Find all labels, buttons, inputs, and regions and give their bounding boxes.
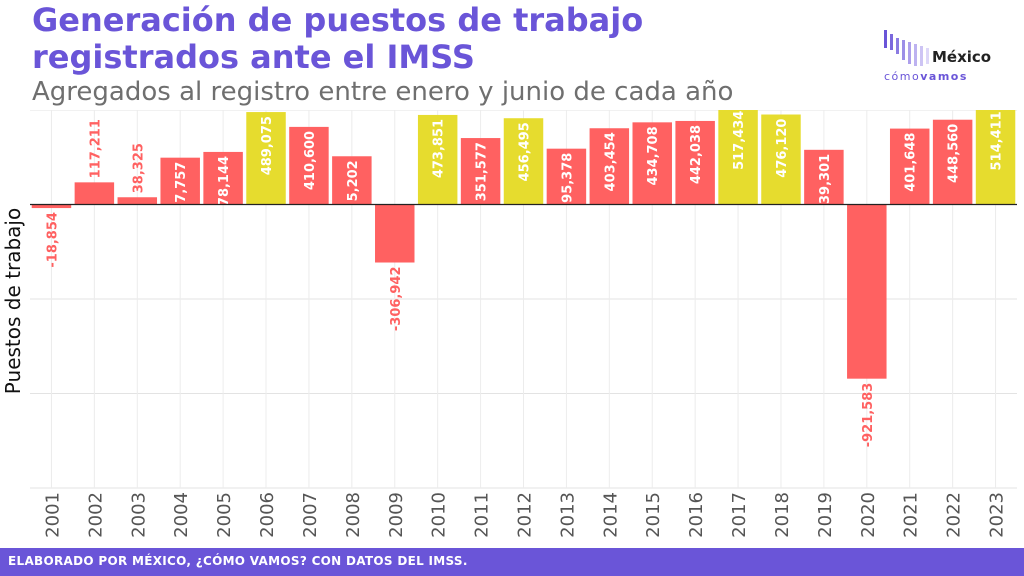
- data-label-2020: -921,583: [861, 383, 876, 448]
- data-label-2009: -306,942: [389, 267, 404, 332]
- x-tick-label-2018: 2018: [772, 492, 793, 538]
- x-tick-label-2016: 2016: [686, 492, 707, 538]
- data-label-2016: 442,038: [689, 125, 704, 184]
- data-label-2021: 401,648: [904, 133, 919, 192]
- data-label-2022: 448,560: [947, 124, 962, 183]
- x-tick-label-2008: 2008: [343, 492, 364, 538]
- x-tick-label-2001: 2001: [42, 492, 63, 538]
- data-label-2017: 517,434: [732, 111, 747, 170]
- bar-chart: -18,854 2001 117,211 2002 38,325 2003 7,757 200…: [1, 110, 1017, 538]
- bar-2018: [761, 114, 801, 205]
- x-tick-label-2015: 2015: [643, 492, 664, 538]
- data-label-2023: 514,411: [990, 111, 1005, 170]
- bar-2013: [546, 148, 587, 205]
- data-label-2008: 5,202: [346, 160, 361, 201]
- bar-2003: [117, 197, 158, 205]
- data-label-2005: 78,144: [217, 156, 232, 206]
- x-tick-label-2006: 2006: [257, 492, 278, 538]
- mexico-como-vamos-logo: México cómovamos: [880, 26, 1020, 90]
- logo-text-como: cómo: [884, 70, 921, 83]
- x-tick-label-2021: 2021: [901, 492, 922, 538]
- bar-2015: [632, 122, 672, 205]
- x-tick-label-2002: 2002: [85, 492, 106, 538]
- x-tick-label-2007: 2007: [300, 492, 321, 538]
- bar-2008: [332, 156, 372, 205]
- data-label-2018: 476,120: [775, 119, 790, 178]
- x-tick-label-2005: 2005: [214, 492, 235, 538]
- x-tick-label-2014: 2014: [600, 492, 621, 538]
- bar-2006: [246, 112, 286, 205]
- x-tick-label-2011: 2011: [472, 492, 493, 538]
- bar-2014: [589, 128, 630, 205]
- x-tick-label-2022: 2022: [944, 492, 965, 538]
- chart-title-line1: Generación de puestos de trabajo: [32, 1, 644, 39]
- data-label-2012: 456,495: [518, 122, 533, 181]
- x-tick-label-2012: 2012: [515, 492, 536, 538]
- x-tick-label-2023: 2023: [987, 492, 1008, 538]
- bar-2005: [203, 151, 243, 205]
- chart-subtitle: Agregados al registro entre enero y juni…: [32, 77, 734, 107]
- chart-title-line2: registrados ante el IMSS: [32, 38, 475, 76]
- bar-2001: [31, 204, 72, 209]
- bar-2021: [889, 128, 930, 205]
- data-label-2019: 39,301: [818, 154, 833, 204]
- bar-2022: [932, 119, 973, 205]
- footer-bar: ELABORADO POR MÉXICO, ¿CÓMO VAMOS? CON D…: [0, 548, 1024, 576]
- data-label-2003: 38,325: [131, 143, 146, 193]
- bar-2017: [718, 110, 758, 205]
- data-label-2001: -18,854: [45, 212, 60, 268]
- bar-2023: [975, 110, 1016, 205]
- x-tick-label-2013: 2013: [557, 492, 578, 538]
- y-axis-label: Puestos de trabajo: [1, 208, 25, 394]
- logo-text-como-vamos: cómovamos: [884, 70, 968, 83]
- bar-2012: [503, 118, 544, 205]
- x-tick-label-2009: 2009: [386, 492, 407, 538]
- data-label-2002: 117,211: [88, 119, 103, 178]
- bar-2019: [804, 149, 844, 205]
- data-label-2010: 473,851: [432, 119, 447, 178]
- x-tick-label-2019: 2019: [815, 492, 836, 538]
- bar-2002: [74, 182, 115, 205]
- bar-2004: [160, 157, 200, 205]
- x-tick-label-2004: 2004: [171, 492, 192, 538]
- data-label-2006: 489,075: [260, 116, 275, 175]
- bar-2020: [847, 204, 887, 379]
- logo-text-mexico: México: [932, 48, 992, 66]
- x-tick-label-2010: 2010: [429, 492, 450, 538]
- x-tick-label-2003: 2003: [128, 492, 149, 538]
- logo-text-vamos: vamos: [920, 70, 968, 83]
- chart-title: Generación de puestos de trabajo registr…: [32, 2, 643, 76]
- bar-2007: [289, 126, 329, 205]
- bar-2009: [375, 204, 415, 263]
- footer-credit: ELABORADO POR MÉXICO, ¿CÓMO VAMOS? CON D…: [8, 554, 468, 568]
- data-label-2007: 410,600: [303, 131, 318, 190]
- logo-bars-icon: [884, 30, 929, 66]
- bar-2011: [460, 138, 501, 205]
- data-label-2011: 351,577: [475, 142, 490, 201]
- bar-2016: [675, 120, 715, 205]
- x-tick-label-2020: 2020: [858, 492, 879, 538]
- x-tick-label-2017: 2017: [729, 492, 750, 538]
- data-label-2004: 7,757: [174, 162, 189, 203]
- bar-2010: [417, 114, 458, 205]
- data-label-2013: 95,378: [560, 153, 575, 203]
- data-label-2015: 434,708: [646, 126, 661, 185]
- data-label-2014: 403,454: [603, 132, 618, 191]
